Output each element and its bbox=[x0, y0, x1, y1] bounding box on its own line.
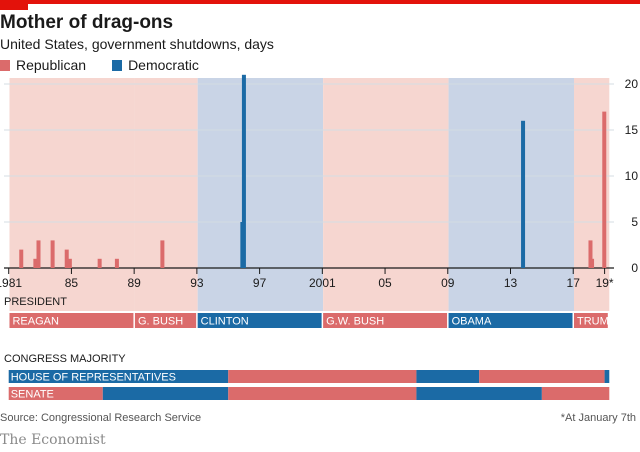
president-section-title: PRESIDENT bbox=[4, 296, 67, 308]
legend-item-democratic: Democratic bbox=[112, 57, 199, 73]
bar-republican bbox=[33, 258, 38, 268]
legend: Republican Democratic bbox=[0, 57, 225, 73]
chart-subtitle: United States, government shutdowns, day… bbox=[0, 36, 274, 52]
term-band-g-w-bush bbox=[323, 78, 449, 311]
congress-period-democratic bbox=[416, 370, 480, 383]
bar-republican bbox=[36, 240, 41, 268]
congress-section-title: CONGRESS MAJORITY bbox=[4, 353, 126, 365]
x-tick-label: 17 bbox=[567, 276, 581, 290]
congress-row-label-house-of-representatives: HOUSE OF REPRESENTATIVES bbox=[11, 372, 176, 384]
x-tick-label: 93 bbox=[190, 276, 204, 290]
y-tick-label: 5 bbox=[631, 215, 638, 229]
president-bar-reagan bbox=[9, 313, 134, 328]
bar-democratic bbox=[521, 120, 526, 268]
congress-period-republican bbox=[479, 370, 605, 383]
president-label-clinton: CLINTON bbox=[201, 316, 249, 328]
bar-republican bbox=[590, 258, 595, 268]
x-tick-label: 1981 bbox=[0, 276, 22, 290]
president-bar-clinton bbox=[197, 313, 322, 328]
top-accent-tab bbox=[0, 0, 28, 10]
president-label-trump: TRUMP bbox=[577, 316, 616, 328]
president-bar-trump bbox=[574, 313, 608, 328]
footnote: *At January 7th bbox=[560, 412, 636, 424]
x-tick-label: 05 bbox=[378, 276, 392, 290]
congress-period-democratic bbox=[102, 387, 229, 400]
term-band-g-bush bbox=[134, 78, 198, 311]
congress-period-republican bbox=[541, 387, 610, 400]
term-band-reagan bbox=[9, 78, 135, 311]
congress-period-republican bbox=[228, 370, 417, 383]
legend-swatch-republican bbox=[0, 59, 10, 71]
legend-label-republican: Republican bbox=[16, 57, 87, 73]
president-label-g-bush: G. BUSH bbox=[138, 316, 183, 328]
bar-republican bbox=[19, 249, 24, 268]
bar-republican bbox=[64, 249, 69, 268]
bar-republican bbox=[67, 258, 72, 268]
bar-republican bbox=[114, 258, 119, 268]
bar-republican bbox=[160, 240, 165, 268]
president-label-g-w-bush: G.W. BUSH bbox=[326, 316, 384, 328]
x-tick-label: 13 bbox=[504, 276, 518, 290]
bar-republican bbox=[50, 240, 55, 268]
president-bar-g-bush bbox=[134, 313, 197, 328]
y-tick-label: 20 bbox=[625, 77, 639, 91]
legend-label-democratic: Democratic bbox=[128, 57, 199, 73]
president-bar-obama bbox=[448, 313, 573, 328]
bar-republican bbox=[588, 240, 593, 268]
x-tick-label: 97 bbox=[253, 276, 267, 290]
congress-period-democratic bbox=[416, 387, 542, 400]
chart-title: Mother of drag-ons bbox=[0, 12, 174, 33]
x-tick-label: 2001 bbox=[309, 276, 336, 290]
y-tick-label: 0 bbox=[631, 261, 638, 275]
congress-row-label-senate: SENATE bbox=[11, 389, 54, 401]
x-tick-label: 89 bbox=[127, 276, 141, 290]
congress-period-republican bbox=[228, 387, 417, 400]
top-accent-bar bbox=[0, 0, 640, 4]
publisher-logo: The Economist bbox=[0, 432, 106, 448]
x-tick-label: 85 bbox=[65, 276, 79, 290]
legend-swatch-democratic bbox=[112, 59, 123, 71]
president-bar-g-w-bush bbox=[323, 313, 448, 328]
congress-period-democratic bbox=[8, 370, 229, 383]
president-label-obama: OBAMA bbox=[452, 316, 492, 328]
congress-period-democratic bbox=[604, 370, 610, 383]
congress-period-republican bbox=[8, 387, 103, 400]
president-label-reagan: REAGAN bbox=[12, 316, 59, 328]
legend-item-republican: Republican bbox=[0, 57, 86, 73]
x-tick-label: 09 bbox=[441, 276, 455, 290]
bar-republican bbox=[97, 258, 102, 268]
y-tick-label: 15 bbox=[625, 123, 639, 137]
y-tick-label: 10 bbox=[625, 169, 639, 183]
bar-republican bbox=[602, 111, 607, 268]
bar-democratic bbox=[241, 74, 246, 268]
term-band-clinton bbox=[197, 78, 324, 311]
source-note: Source: Congressional Research Service bbox=[0, 412, 202, 424]
x-tick-label: 19* bbox=[596, 276, 614, 290]
term-band-obama bbox=[448, 78, 575, 311]
